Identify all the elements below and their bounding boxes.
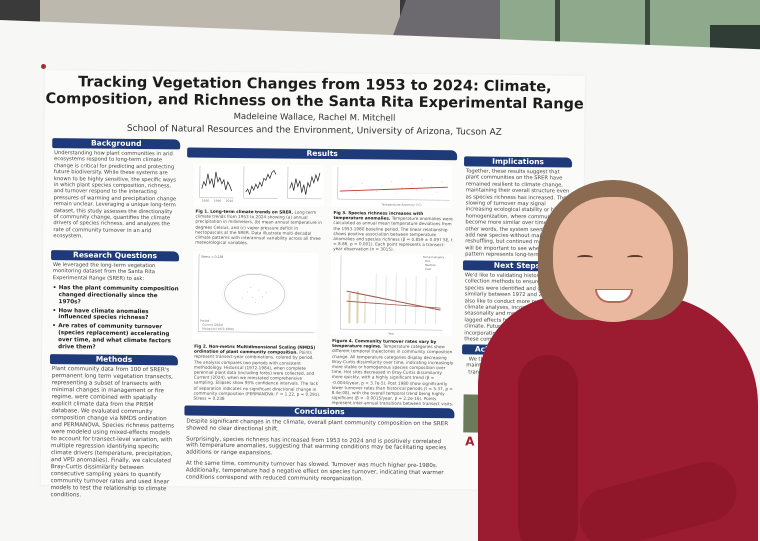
- fig2-caption: Fig 2. Non-metric Multidimensional Scali…: [193, 343, 321, 401]
- svg-text:Stress = 0.238: Stress = 0.238: [201, 255, 223, 259]
- left-column: Background Understanding how plant commu…: [48, 138, 181, 503]
- svg-text:Temperature Anomaly (°C): Temperature Anomaly (°C): [381, 203, 422, 207]
- svg-text:Historical (1972-1984): Historical (1972-1984): [202, 327, 233, 331]
- methods-text: Plant community data from 100 of SRER's …: [50, 366, 175, 499]
- svg-text:1990: 1990: [214, 199, 222, 203]
- left-eye: [577, 255, 593, 260]
- svg-text:Cool: Cool: [425, 267, 431, 271]
- fig3-caption: Fig 3. Species richness increases with t…: [333, 210, 453, 253]
- svg-text:2020: 2020: [226, 199, 234, 203]
- research-question: Are rates of community turnover (species…: [50, 323, 178, 352]
- svg-text:Medium: Medium: [425, 263, 437, 267]
- nmds-plot: Stress = 0.238 Period Current (2024) His…: [198, 253, 315, 334]
- climate-line-charts: 1960 1990 2020: [199, 165, 322, 203]
- conclusion-paragraph: Surprisingly, species richness has incre…: [185, 436, 447, 457]
- poster-affiliation: School of Natural Resources and the Envi…: [126, 123, 502, 138]
- fig4-caption: Figure 4. Community turnover rates vary …: [331, 338, 454, 416]
- push-pin: [41, 64, 46, 69]
- smile: [595, 289, 633, 303]
- presenter-person: [478, 175, 760, 541]
- fig3-richness-scatter: Temperature Anomaly (°C): [331, 165, 453, 209]
- fig2-nmds-ordination: Stress = 0.238 Period Current (2024) His…: [192, 251, 319, 341]
- fig4-turnover-chart: Temp Category Hot Medium Cool Year: [330, 253, 454, 337]
- svg-text:Current (2024): Current (2024): [202, 323, 223, 327]
- research-question: Has the plant community composition chan…: [51, 285, 179, 307]
- red-sweater: [478, 295, 758, 541]
- conclusion-paragraph: At the same time, community turnover has…: [185, 460, 444, 482]
- richness-scatter-plot: Temperature Anomaly (°C): [337, 167, 450, 207]
- poster-title: Tracking Vegetation Changes from 1953 to…: [45, 74, 584, 113]
- window-mullion: [645, 0, 650, 75]
- fig1-climate-charts: 1960 1990 2020: [193, 163, 325, 207]
- right-eye: [627, 255, 643, 260]
- results-heading: Results: [187, 147, 458, 161]
- research-poster: Tracking Vegetation Changes from 1953 to…: [40, 70, 585, 499]
- folded-arm: [572, 455, 744, 541]
- svg-text:Year: Year: [388, 332, 395, 336]
- background-text: Understanding how plant communities in a…: [53, 150, 177, 240]
- svg-text:1960: 1960: [202, 199, 210, 203]
- svg-text:Period: Period: [200, 319, 209, 323]
- conclusions-section: Conclusions Despite significant changes …: [184, 405, 455, 485]
- smiling-face: [553, 197, 673, 322]
- turnover-plot: Temp Category Hot Medium Cool Year: [340, 255, 445, 336]
- research-questions-intro: We leveraged the long-term vegetation mo…: [52, 262, 156, 282]
- window-mullion: [555, 0, 560, 75]
- research-question: How have climate anomalies influenced sp…: [50, 308, 178, 323]
- sweater-shadow: [518, 355, 578, 541]
- svg-text:Hot: Hot: [425, 259, 431, 263]
- fig1-caption: Fig 1. Long-term climate trends on SRER.…: [195, 208, 323, 246]
- results-section: Results: [187, 147, 458, 161]
- svg-text:Temp Category: Temp Category: [422, 255, 445, 259]
